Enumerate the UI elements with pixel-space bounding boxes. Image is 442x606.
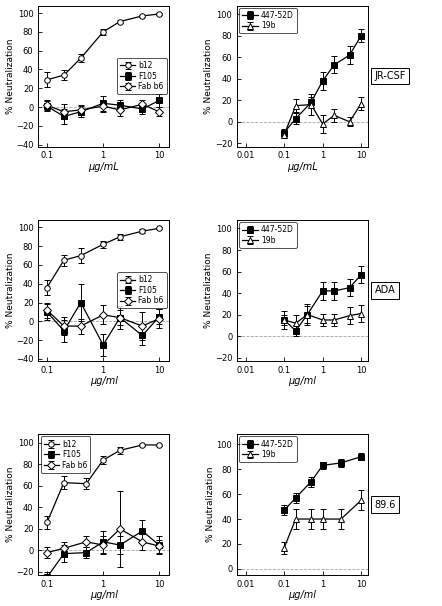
X-axis label: μg/ml: μg/ml [90,376,118,386]
Text: 89.6: 89.6 [374,500,396,510]
Y-axis label: % Neutralization: % Neutralization [206,467,215,542]
Legend: b12, F105, Fab b6: b12, F105, Fab b6 [117,272,167,308]
Y-axis label: % Neutralization: % Neutralization [6,38,15,114]
Legend: b12, F105, Fab b6: b12, F105, Fab b6 [117,58,167,94]
X-axis label: μg/ml: μg/ml [90,590,118,601]
X-axis label: μg/mL: μg/mL [88,162,119,172]
X-axis label: μg/ml: μg/ml [289,590,316,601]
X-axis label: μg/ml: μg/ml [289,376,316,386]
Text: JR-CSF: JR-CSF [374,71,406,81]
X-axis label: μg/mL: μg/mL [287,162,318,172]
Legend: 447-52D, 19b: 447-52D, 19b [240,436,297,462]
Legend: b12, F105, Fab b6: b12, F105, Fab b6 [41,436,91,473]
Y-axis label: % Neutralization: % Neutralization [204,253,213,328]
Y-axis label: % Neutralization: % Neutralization [6,467,15,542]
Y-axis label: % Neutralization: % Neutralization [6,253,15,328]
Y-axis label: % Neutralization: % Neutralization [204,38,213,114]
Text: ADA: ADA [374,285,395,295]
Legend: 447-52D, 19b: 447-52D, 19b [240,222,297,248]
Legend: 447-52D, 19b: 447-52D, 19b [240,8,297,33]
